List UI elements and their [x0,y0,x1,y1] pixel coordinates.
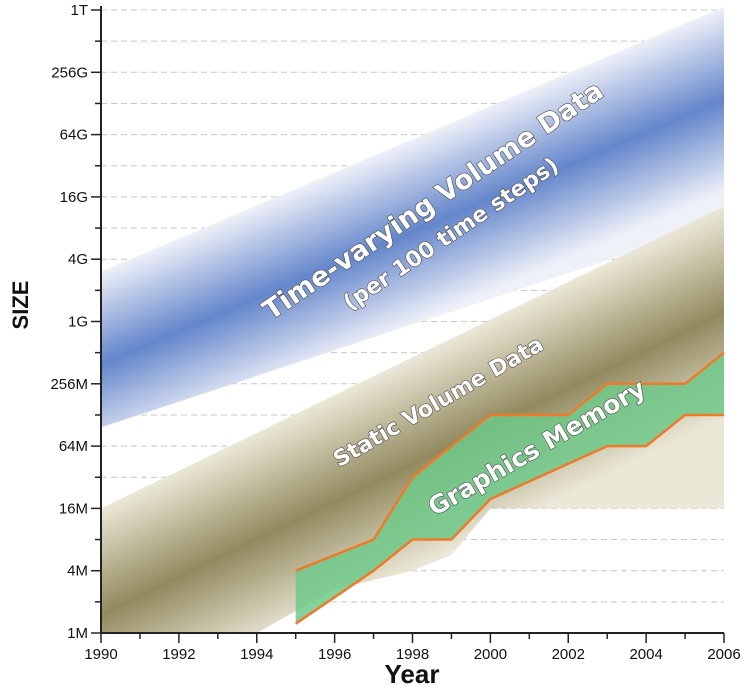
x-tick-label: 1992 [162,646,195,663]
y-axis-title: SIZE [8,281,33,330]
band-upper-edge [295,351,725,572]
x-tick-label: 1990 [84,646,117,663]
data-bands [101,6,725,633]
band-static-volume-data [101,206,724,633]
y-tick-label: 1G [68,314,88,331]
y-tick-label: 256M [50,376,88,393]
y-tick-label: 64M [59,438,88,455]
y-tick-label: 256G [51,64,88,81]
y-tick-label: 4G [68,251,88,268]
y-tick-label: 1M [67,625,88,642]
x-tick-label: 2002 [552,646,585,663]
x-tick-label: 1994 [240,646,273,663]
y-tick-label: 16G [60,189,88,206]
x-tick-label: 2006 [707,646,740,663]
axes: 1M 4M 16M 64M 256M 1G 4G 16G 64G 256G 1T 1990 1992 19… [50,2,740,663]
x-tick-label: 2004 [629,646,662,663]
y-tick-label: 1T [70,2,88,19]
x-tick-label: 1996 [318,646,351,663]
band-lower-edge [294,413,724,625]
band-graphics-memory [295,352,724,624]
y-tick-label: 64G [60,127,88,144]
x-tick-label: 2000 [474,646,507,663]
y-tick-label: 4M [67,563,88,580]
band-time-varying-volume-data [101,6,724,428]
x-axis-title: Year [385,659,440,689]
x-tick-label: 1998 [396,646,429,663]
y-tick-label: 16M [59,500,88,517]
